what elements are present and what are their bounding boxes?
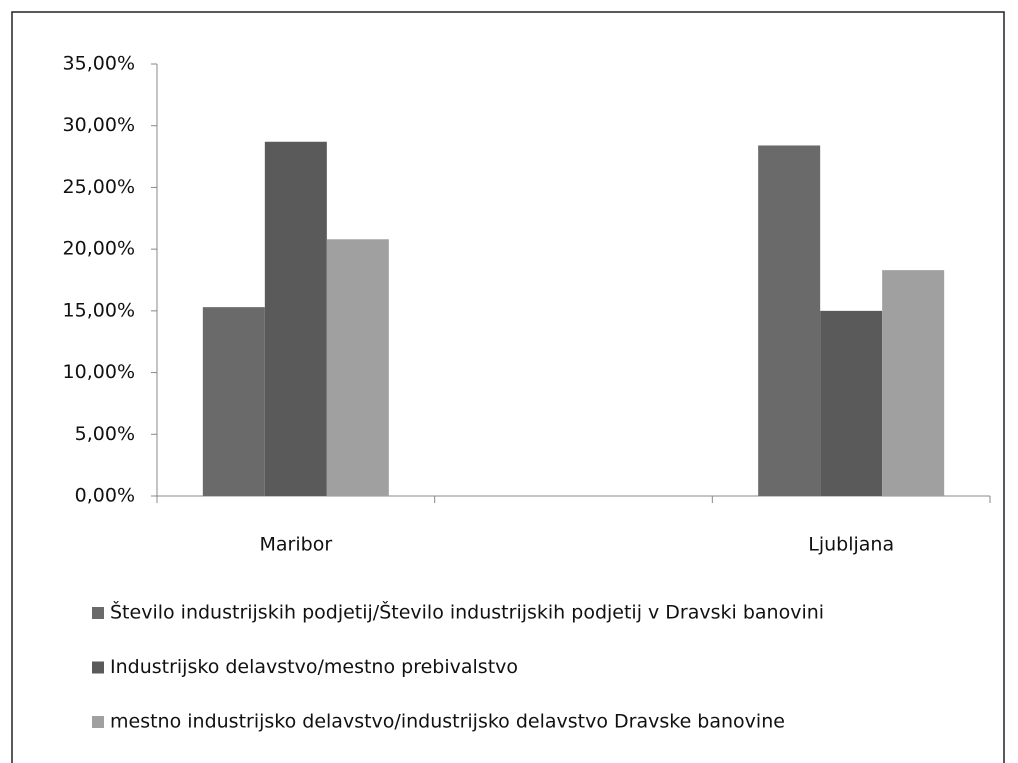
y-tick-label: 35,00% <box>63 53 135 75</box>
bar <box>820 310 883 496</box>
y-tick-label: 10,00% <box>63 361 135 383</box>
y-tick-label: 30,00% <box>63 114 135 136</box>
y-tick-label: 0,00% <box>75 485 135 507</box>
bar <box>882 270 945 496</box>
chart-frame <box>11 11 1005 763</box>
bar <box>264 141 327 496</box>
legend-label: Število industrijskih podjetij/Število i… <box>110 600 824 624</box>
legend-swatch <box>92 661 104 674</box>
bar <box>202 307 265 496</box>
y-tick-label: 20,00% <box>63 238 135 260</box>
bar <box>326 239 389 497</box>
legend-label: mestno industrijsko delavstvo/industrijs… <box>110 711 785 733</box>
y-tick-label: 5,00% <box>75 423 135 445</box>
x-tick-label: Ljubljana <box>808 534 894 556</box>
y-tick-label: 25,00% <box>63 176 135 198</box>
bar <box>758 145 821 496</box>
legend-swatch <box>92 716 104 728</box>
legend-swatch <box>92 607 104 619</box>
x-tick-label: Maribor <box>260 534 333 556</box>
y-tick-label: 15,00% <box>63 299 135 321</box>
legend-label: Industrijsko delavstvo/mestno prebivalst… <box>110 656 518 678</box>
